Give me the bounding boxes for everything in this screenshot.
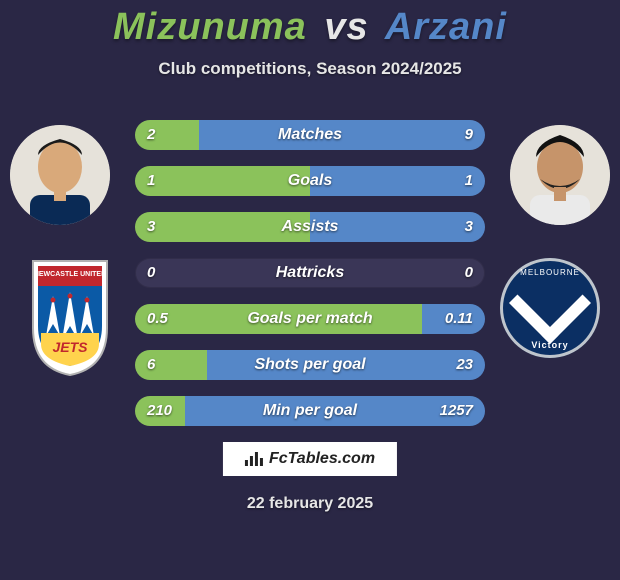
club-1-bottom-label: JETS <box>52 339 88 355</box>
page-title: Mizunuma vs Arzani <box>0 0 620 49</box>
stat-row-goals_per_match: 0.5Goals per match0.11 <box>135 304 485 334</box>
stat-label: Goals per match <box>135 304 485 334</box>
stat-value-right: 1257 <box>440 396 473 426</box>
stat-label: Min per goal <box>135 396 485 426</box>
site-name: FcTables.com <box>269 450 375 468</box>
footer-date: 22 february 2025 <box>0 495 620 513</box>
stat-row-goals: 1Goals1 <box>135 166 485 196</box>
site-badge: FcTables.com <box>223 442 397 476</box>
stat-value-right: 0.11 <box>445 304 473 334</box>
stat-value-right: 23 <box>456 350 473 380</box>
title-player-1: Mizunuma <box>113 6 307 48</box>
player-1-avatar <box>10 125 110 225</box>
stat-value-right: 9 <box>465 120 473 150</box>
stat-row-min_per_goal: 210Min per goal1257 <box>135 396 485 426</box>
stat-row-matches: 2Matches9 <box>135 120 485 150</box>
club-2-bottom-label: Victory <box>500 340 600 350</box>
stat-row-shots_per_goal: 6Shots per goal23 <box>135 350 485 380</box>
stat-label: Shots per goal <box>135 350 485 380</box>
stat-value-right: 3 <box>465 212 473 242</box>
stats-section: 2Matches9 1Goals1 3Assists3 0Hattricks0 0.5G… <box>135 120 485 442</box>
club-1-top-label: NEWCASTLE UNITED <box>34 271 106 278</box>
player-2-avatar <box>510 125 610 225</box>
stat-value-right: 0 <box>465 258 473 288</box>
stat-label: Assists <box>135 212 485 242</box>
stat-label: Goals <box>135 166 485 196</box>
stat-row-assists: 3Assists3 <box>135 212 485 242</box>
stat-label: Hattricks <box>135 258 485 288</box>
stat-row-hattricks: 0Hattricks0 <box>135 258 485 288</box>
stat-value-right: 1 <box>465 166 473 196</box>
title-vs: vs <box>324 6 368 48</box>
title-player-2: Arzani <box>385 6 507 48</box>
club-1-crest: NEWCASTLE UNITED JETS <box>30 258 110 378</box>
club-2-crest: MELBOURNE Victory <box>500 258 600 358</box>
comparison-card: Mizunuma vs Arzani Club competitions, Se… <box>0 0 620 580</box>
subtitle: Club competitions, Season 2024/2025 <box>0 59 620 79</box>
bars-icon <box>245 452 263 466</box>
stat-label: Matches <box>135 120 485 150</box>
